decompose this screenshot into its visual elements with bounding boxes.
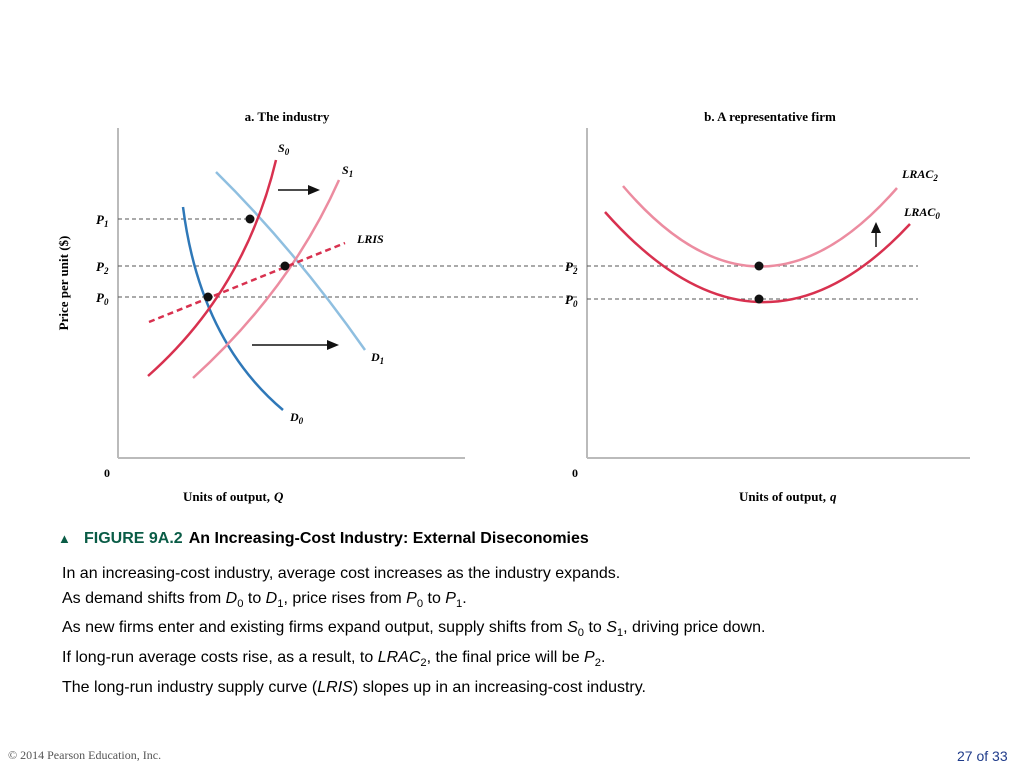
- d1-label: D1: [370, 350, 384, 366]
- lrac2-curve: [622, 185, 898, 268]
- panel-b-firm: b. A representative firm 0 Units of outp…: [565, 109, 970, 504]
- d1-curve: [215, 171, 367, 351]
- description-line-1: In an increasing-cost industry, average …: [62, 565, 621, 582]
- lris-line: [148, 241, 346, 324]
- panel-b-x-var: q: [830, 489, 837, 504]
- b-p0-label: P0: [565, 292, 578, 309]
- figure-description: In an increasing-cost industry, average …: [62, 562, 765, 700]
- lris-label: LRIS: [356, 232, 384, 246]
- panel-a-x-label: Units of output,: [183, 489, 270, 504]
- panel-b-x-label: Units of output,: [739, 489, 826, 504]
- description-line-5: The long-run industry supply curve (LRIS…: [62, 678, 646, 696]
- panel-b-title: b. A representative firm: [704, 109, 836, 124]
- triangle-icon: ▲: [58, 531, 71, 546]
- point-p0: [203, 292, 213, 302]
- figure-number: FIGURE 9A.2: [84, 530, 183, 547]
- s0-curve: [147, 159, 278, 377]
- s1-label: S1: [342, 163, 353, 179]
- page-number: 27 of 33: [957, 748, 1008, 764]
- s0-label: S0: [278, 141, 290, 157]
- d0-curve: [181, 206, 284, 411]
- point-b-p2: [754, 261, 764, 271]
- point-p2: [280, 261, 290, 271]
- p2-label: P2: [96, 259, 109, 276]
- panel-a-industry: a. The industry Price per unit ($) 0 Uni…: [56, 109, 580, 504]
- lrac0-curve: [604, 211, 911, 304]
- point-b-p0: [754, 294, 764, 304]
- copyright: © 2014 Pearson Education, Inc.: [8, 748, 162, 762]
- cost-shift-arrow: [871, 222, 881, 247]
- figure-caption: ▲ FIGURE 9A.2 An Increasing-Cost Industry:…: [58, 530, 589, 548]
- figure-title: An Increasing-Cost Industry: External Di…: [188, 530, 589, 547]
- p0-label: P0: [96, 290, 109, 307]
- b-p2-label: P2: [565, 259, 578, 276]
- panel-a-origin: 0: [104, 466, 110, 480]
- description-line-2: As demand shifts from D0 to D1, price ri…: [62, 589, 467, 610]
- p1-label: P1: [96, 212, 108, 229]
- panel-a-title: a. The industry: [245, 109, 330, 124]
- d0-label: D0: [289, 410, 304, 426]
- point-p1: [245, 214, 255, 224]
- lrac2-label: LRAC2: [901, 167, 938, 183]
- panel-b-origin: 0: [572, 466, 578, 480]
- demand-shift-arrow: [252, 340, 339, 350]
- figure-9a2: a. The industry Price per unit ($) 0 Uni…: [56, 109, 970, 504]
- panel-a-x-var: Q: [274, 489, 284, 504]
- y-axis-label: Price per unit ($): [56, 236, 71, 331]
- lrac0-label: LRAC0: [903, 205, 940, 221]
- description-line-3: As new firms enter and existing firms ex…: [62, 619, 766, 640]
- s1-curve: [192, 179, 341, 379]
- supply-shift-arrow: [278, 185, 320, 195]
- description-line-4: If long-run average costs rise, as a res…: [62, 648, 606, 670]
